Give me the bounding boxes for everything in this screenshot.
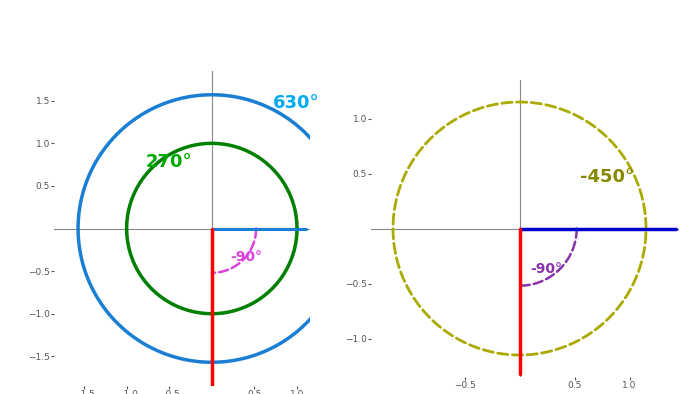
Text: -450°: -450° <box>580 168 634 186</box>
Text: 630°: 630° <box>273 93 320 112</box>
Text: -90°: -90° <box>230 250 262 264</box>
Text: Example 6: Coterminal Angles: Example 6: Coterminal Angles <box>115 19 585 48</box>
Text: 270°: 270° <box>146 153 192 171</box>
Text: -90°: -90° <box>531 262 563 275</box>
